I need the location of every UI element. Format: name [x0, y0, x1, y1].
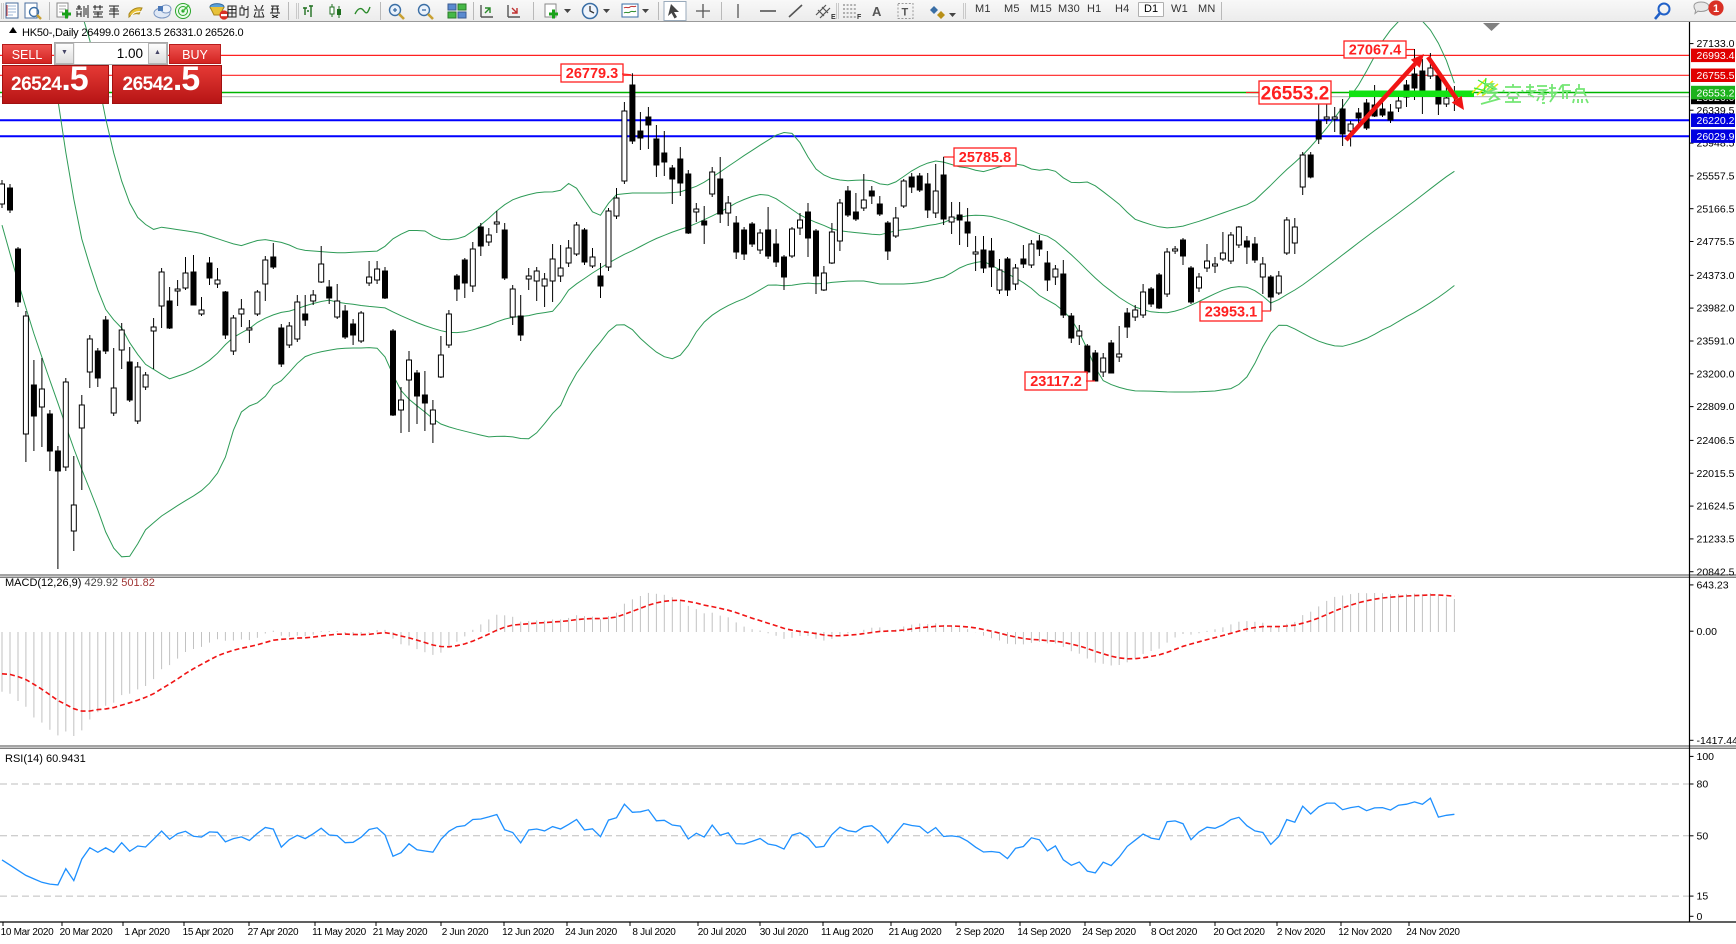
svg-text:23200.0: 23200.0 [1697, 368, 1735, 380]
svg-text:15: 15 [1697, 891, 1709, 903]
svg-text:0.00: 0.00 [1697, 626, 1718, 638]
svg-text:A: A [872, 4, 882, 19]
svg-text:22809.0: 22809.0 [1697, 401, 1735, 413]
svg-text:26755.5: 26755.5 [1697, 70, 1735, 82]
svg-text:1: 1 [1713, 3, 1719, 15]
svg-text:MACD(12,26,9) 429.92 501.82: MACD(12,26,9) 429.92 501.82 [5, 577, 155, 589]
svg-text:20 Jul 2020: 20 Jul 2020 [698, 927, 747, 938]
svg-text:T: T [902, 7, 909, 19]
svg-text:15 Apr 2020: 15 Apr 2020 [183, 927, 234, 938]
svg-text:-1417.44: -1417.44 [1697, 735, 1736, 747]
svg-text:8 Oct 2020: 8 Oct 2020 [1151, 927, 1198, 938]
svg-text:20 Oct 2020: 20 Oct 2020 [1213, 927, 1265, 938]
svg-text:26220.2: 26220.2 [1697, 115, 1735, 127]
svg-text:26029.9: 26029.9 [1697, 131, 1735, 143]
svg-text:22406.5: 22406.5 [1697, 435, 1735, 447]
svg-text:23982.0: 23982.0 [1697, 303, 1735, 315]
svg-text:12 Nov 2020: 12 Nov 2020 [1338, 927, 1392, 938]
svg-text:1 Apr 2020: 1 Apr 2020 [124, 927, 170, 938]
svg-text:26553.2: 26553.2 [1697, 87, 1735, 99]
svg-text:RSI(14) 60.9431: RSI(14) 60.9431 [5, 753, 86, 765]
svg-text:22015.5: 22015.5 [1697, 468, 1735, 480]
svg-text:HK50-,Daily 26499.0 26613.5 2: HK50-,Daily 26499.0 26613.5 26331.0 2652… [22, 27, 243, 39]
svg-text:12 Jun 2020: 12 Jun 2020 [502, 927, 554, 938]
svg-text:24373.0: 24373.0 [1697, 270, 1735, 282]
svg-text:26779.3: 26779.3 [566, 66, 618, 82]
svg-text:21 May 2020: 21 May 2020 [373, 927, 428, 938]
svg-text:0: 0 [1697, 911, 1703, 923]
svg-text:11 May 2020: 11 May 2020 [312, 927, 367, 938]
svg-text:25785.8: 25785.8 [959, 150, 1011, 166]
svg-text:14 Sep 2020: 14 Sep 2020 [1017, 927, 1071, 938]
svg-text:20 Mar 2020: 20 Mar 2020 [60, 927, 114, 938]
svg-text:27 Apr 2020: 27 Apr 2020 [248, 927, 299, 938]
svg-text:21233.5: 21233.5 [1697, 534, 1735, 546]
svg-text:2 Sep 2020: 2 Sep 2020 [956, 927, 1005, 938]
svg-text:100: 100 [1697, 751, 1715, 763]
svg-text:24775.5: 24775.5 [1697, 236, 1735, 248]
svg-text:26993.4: 26993.4 [1697, 50, 1735, 62]
svg-text:21624.5: 21624.5 [1697, 501, 1735, 513]
svg-text:23117.2: 23117.2 [1030, 374, 1082, 390]
svg-text:24 Sep 2020: 24 Sep 2020 [1082, 927, 1136, 938]
svg-text:25557.5: 25557.5 [1697, 171, 1735, 183]
svg-text:20842.5: 20842.5 [1697, 566, 1735, 578]
svg-text:F: F [857, 14, 862, 21]
svg-text:24 Nov 2020: 24 Nov 2020 [1406, 927, 1460, 938]
svg-text:10 Mar 2020: 10 Mar 2020 [1, 927, 55, 938]
svg-text:E: E [831, 14, 836, 21]
svg-text:2 Jun 2020: 2 Jun 2020 [442, 927, 489, 938]
svg-text:24 Jun 2020: 24 Jun 2020 [565, 927, 617, 938]
svg-text:27067.4: 27067.4 [1349, 43, 1401, 59]
svg-text:643.23: 643.23 [1697, 580, 1729, 592]
svg-text:23953.1: 23953.1 [1205, 305, 1257, 321]
svg-text:25166.5: 25166.5 [1697, 203, 1735, 215]
svg-text:80: 80 [1697, 779, 1709, 791]
svg-text:30 Jul 2020: 30 Jul 2020 [760, 927, 809, 938]
svg-text:21 Aug 2020: 21 Aug 2020 [889, 927, 943, 938]
svg-text:23591.0: 23591.0 [1697, 336, 1735, 348]
svg-text:26553.2: 26553.2 [1261, 83, 1330, 104]
svg-text:11 Aug 2020: 11 Aug 2020 [821, 927, 874, 938]
svg-text:2 Nov 2020: 2 Nov 2020 [1277, 927, 1326, 938]
svg-text:27133.0: 27133.0 [1697, 38, 1735, 50]
svg-text:50: 50 [1697, 830, 1709, 842]
svg-text:8 Jul 2020: 8 Jul 2020 [632, 927, 676, 938]
